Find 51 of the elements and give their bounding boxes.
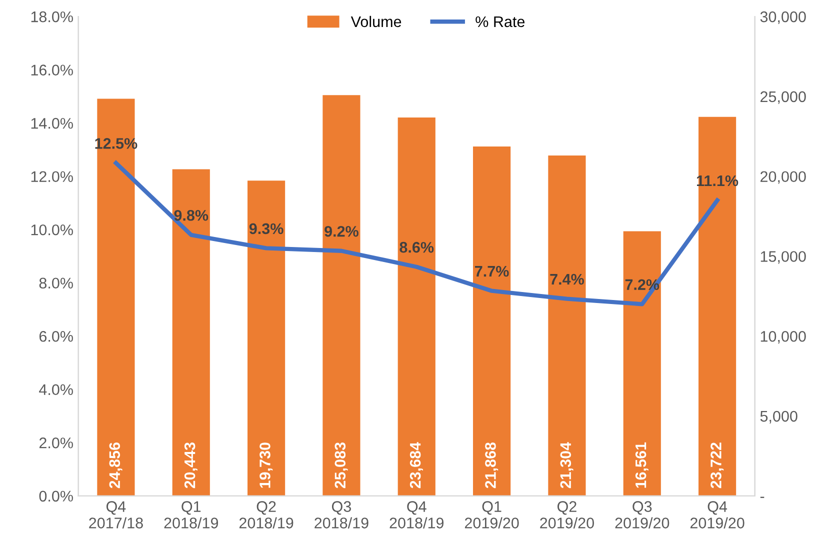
bar xyxy=(398,117,436,496)
y-tick-label: 8.0% xyxy=(39,278,73,289)
data-label: 20,443 xyxy=(184,442,198,488)
y-tick-label: 10.0% xyxy=(31,224,73,236)
y-tick-label: 0.0% xyxy=(39,490,73,502)
x-tick-label: Q3 2019/20 xyxy=(615,501,670,528)
data-label: 21,304 xyxy=(560,442,574,488)
y-tick-label: 14.0% xyxy=(31,118,73,129)
x-tick-label: Q4 2017/18 xyxy=(89,501,143,528)
y-tick-label: 6.0% xyxy=(39,330,73,342)
y2-tick-label: 5,000 xyxy=(760,410,798,424)
bar xyxy=(248,180,286,496)
data-label: 7.7% xyxy=(475,266,509,277)
x-tick-label: Q1 2018/19 xyxy=(164,501,218,528)
y2-tick-label: 25,000 xyxy=(760,91,806,104)
data-label: 9.2% xyxy=(324,226,358,237)
data-label: 25,083 xyxy=(334,442,348,488)
legend-label: Volume xyxy=(350,16,402,28)
x-tick-label: Q1 2019/20 xyxy=(464,501,519,528)
data-label: 9.3% xyxy=(249,223,284,234)
y2-tick-label: - xyxy=(760,496,764,498)
x-tick-label: Q2 2018/19 xyxy=(239,501,294,528)
data-label: 23,684 xyxy=(410,442,423,488)
y-tick-label: 12.0% xyxy=(31,171,73,182)
data-label: 7.4% xyxy=(550,274,584,285)
bar xyxy=(623,231,661,496)
y-tick-label: 18.0% xyxy=(31,11,73,22)
y2-tick-label: 20,000 xyxy=(760,171,806,184)
data-label: 24,856 xyxy=(109,442,122,488)
data-label: 9.8% xyxy=(174,210,208,221)
bar xyxy=(698,116,736,496)
y-tick-label: 2.0% xyxy=(39,438,73,448)
y2-tick-label: 10,000 xyxy=(760,330,806,344)
x-tick-label: Q2 2019/20 xyxy=(540,501,594,528)
x-tick-label: Q4 2018/19 xyxy=(390,501,444,528)
y2-tick-label: 15,000 xyxy=(760,251,806,264)
data-label: 8.6% xyxy=(400,242,434,253)
x-tick-label: Q3 2018/19 xyxy=(314,501,368,528)
bar xyxy=(172,169,210,496)
y2-tick-label: 30,000 xyxy=(760,11,806,24)
x-tick-label: Q4 2019/20 xyxy=(690,501,744,528)
legend-label: % Rate xyxy=(476,16,525,28)
y-tick-label: 4.0% xyxy=(39,384,73,396)
bar xyxy=(548,155,586,496)
data-label: 21,868 xyxy=(485,442,498,488)
data-label: 19,730 xyxy=(260,442,273,488)
data-label: 23,722 xyxy=(710,442,724,488)
bar xyxy=(473,146,511,496)
data-label: 16,561 xyxy=(635,442,648,488)
bar xyxy=(322,95,360,496)
y-tick-label: 16.0% xyxy=(31,64,73,76)
